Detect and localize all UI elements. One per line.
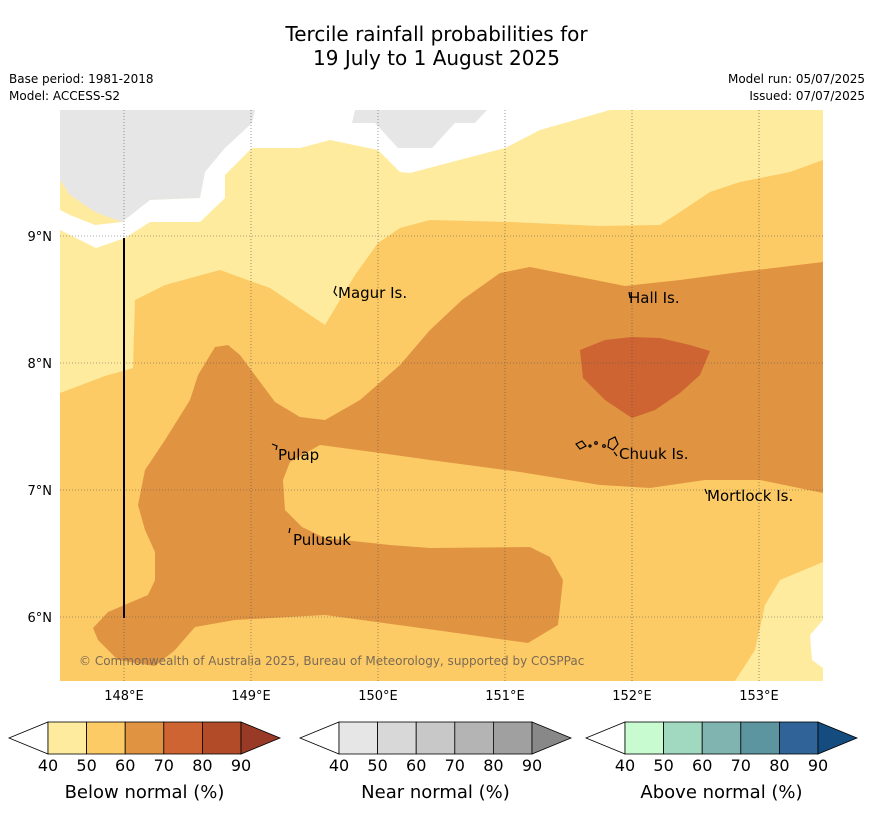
legend-below-tick: 60 (115, 756, 135, 775)
lon-tick-150e: 150°E (358, 689, 398, 704)
legend-near-swatch (338, 721, 378, 755)
legend-below-label: Below normal (%) (65, 782, 225, 803)
legend-above-high-arrow (817, 721, 859, 755)
legend-above-swatch (740, 721, 780, 755)
legend-below-tick: 90 (231, 756, 251, 775)
legend-above-swatch (779, 721, 819, 755)
legend-below-swatch (163, 721, 203, 755)
legend-below-swatch (47, 721, 87, 755)
zone-no-data-north (352, 110, 487, 148)
legend-below-high-arrow (240, 721, 282, 755)
legend-near-tick: 60 (406, 756, 426, 775)
legend-near-swatch (454, 721, 494, 755)
legend-above-tick: 80 (769, 756, 789, 775)
legend-above-tick: 90 (808, 756, 828, 775)
zone-below-40-50-north (60, 110, 823, 393)
hall-island-marker (628, 291, 631, 299)
label-magur-island: Magur Is. (338, 284, 407, 302)
label-pulusuk: Pulusuk (293, 531, 351, 549)
magur-island-marker (333, 285, 338, 297)
lon-tick-153e: 153°E (739, 689, 779, 704)
lon-tick-151e: 151°E (485, 689, 525, 704)
lat-tick-8n: 8°N (28, 357, 53, 372)
legend-near-label: Near normal (%) (361, 782, 510, 803)
lat-tick-9n: 9°N (28, 230, 53, 245)
legend-below-swatch (86, 721, 126, 755)
legend-near-tick: 50 (367, 756, 387, 775)
label-hall-island: Hall Is. (629, 289, 680, 307)
legend-below-low-arrow (7, 721, 49, 755)
label-chuuk-island: Chuuk Is. (619, 445, 688, 463)
legend-near-swatch (492, 721, 533, 755)
model-name: Model: ACCESS-S2 (9, 89, 121, 103)
legend-above-swatch (701, 721, 742, 755)
zone-no-data-northwest (60, 110, 255, 222)
legend-below-tick: 80 (192, 756, 212, 775)
legend-below-swatch (124, 721, 165, 755)
legend-above-low-arrow (584, 721, 626, 755)
zone-below-70-80 (580, 337, 710, 418)
island-markers (271, 285, 708, 534)
legend-near: 40 50 60 70 80 90 Near normal (%) (298, 721, 573, 803)
meta-left: Base period: 1981-2018 Model: ACCESS-S2 (9, 71, 154, 105)
lon-tick-148e: 148°E (104, 689, 144, 704)
legend-near-tick: 40 (329, 756, 349, 775)
issued-date: Issued: 07/07/2025 (749, 89, 865, 103)
legend-above: 40 50 60 70 80 90 Above normal (%) (584, 721, 859, 803)
label-mortlock-island: Mortlock Is. (707, 487, 793, 505)
lat-tick-7n: 7°N (28, 484, 53, 499)
legend-group: 40 50 60 70 80 90 Below normal (%) 40 50 60 70 80 90… (7, 721, 859, 803)
pulap-island-marker (271, 443, 278, 451)
legend-below-tick: 40 (38, 756, 58, 775)
title-line-1: Tercile rainfall probabilities for (285, 22, 588, 46)
legend-above-swatch (624, 721, 664, 755)
legend-above-tick: 70 (731, 756, 751, 775)
model-run: Model run: 05/07/2025 (727, 72, 865, 86)
zone-white-east (810, 620, 823, 668)
mortlock-island-marker (704, 488, 708, 495)
legend-near-swatch (377, 721, 417, 755)
zone-below-40-50-southeast (735, 562, 823, 681)
map-panel: Magur Is. Hall Is. Pulap Chuuk Is. Mortl… (60, 110, 823, 681)
legend-above-tick: 60 (692, 756, 712, 775)
legend-near-tick: 80 (483, 756, 503, 775)
chuuk-lagoon-marker (575, 436, 619, 457)
legend-near-tick: 70 (445, 756, 465, 775)
map-title: Tercile rainfall probabilities for 19 Ju… (0, 22, 873, 70)
base-period: Base period: 1981-2018 (9, 72, 154, 86)
legend-near-swatch (415, 721, 456, 755)
zone-white-gap (60, 110, 610, 248)
legend-below-swatch (201, 721, 242, 755)
pulusuk-island-marker (288, 527, 291, 534)
legend-near-low-arrow (298, 721, 340, 755)
legend-below: 40 50 60 70 80 90 Below normal (%) (7, 721, 282, 803)
copyright-notice: © Commonwealth of Australia 2025, Bureau… (79, 654, 584, 668)
legend-below-tick: 50 (76, 756, 96, 775)
lat-tick-6n: 6°N (28, 611, 53, 626)
legend-below-tick: 70 (154, 756, 174, 775)
legend-near-high-arrow (531, 721, 573, 755)
legend-above-swatch (663, 721, 703, 755)
legend-near-tick: 90 (522, 756, 542, 775)
lon-tick-149e: 149°E (231, 689, 271, 704)
legend-above-label: Above normal (%) (640, 782, 802, 803)
meta-right: Model run: 05/07/2025 Issued: 07/07/2025 (728, 71, 865, 105)
title-line-2: 19 July to 1 August 2025 (313, 46, 560, 70)
legend-above-tick: 50 (653, 756, 673, 775)
lon-tick-152e: 152°E (612, 689, 652, 704)
legend-above-tick: 40 (615, 756, 635, 775)
label-pulap: Pulap (278, 446, 319, 464)
